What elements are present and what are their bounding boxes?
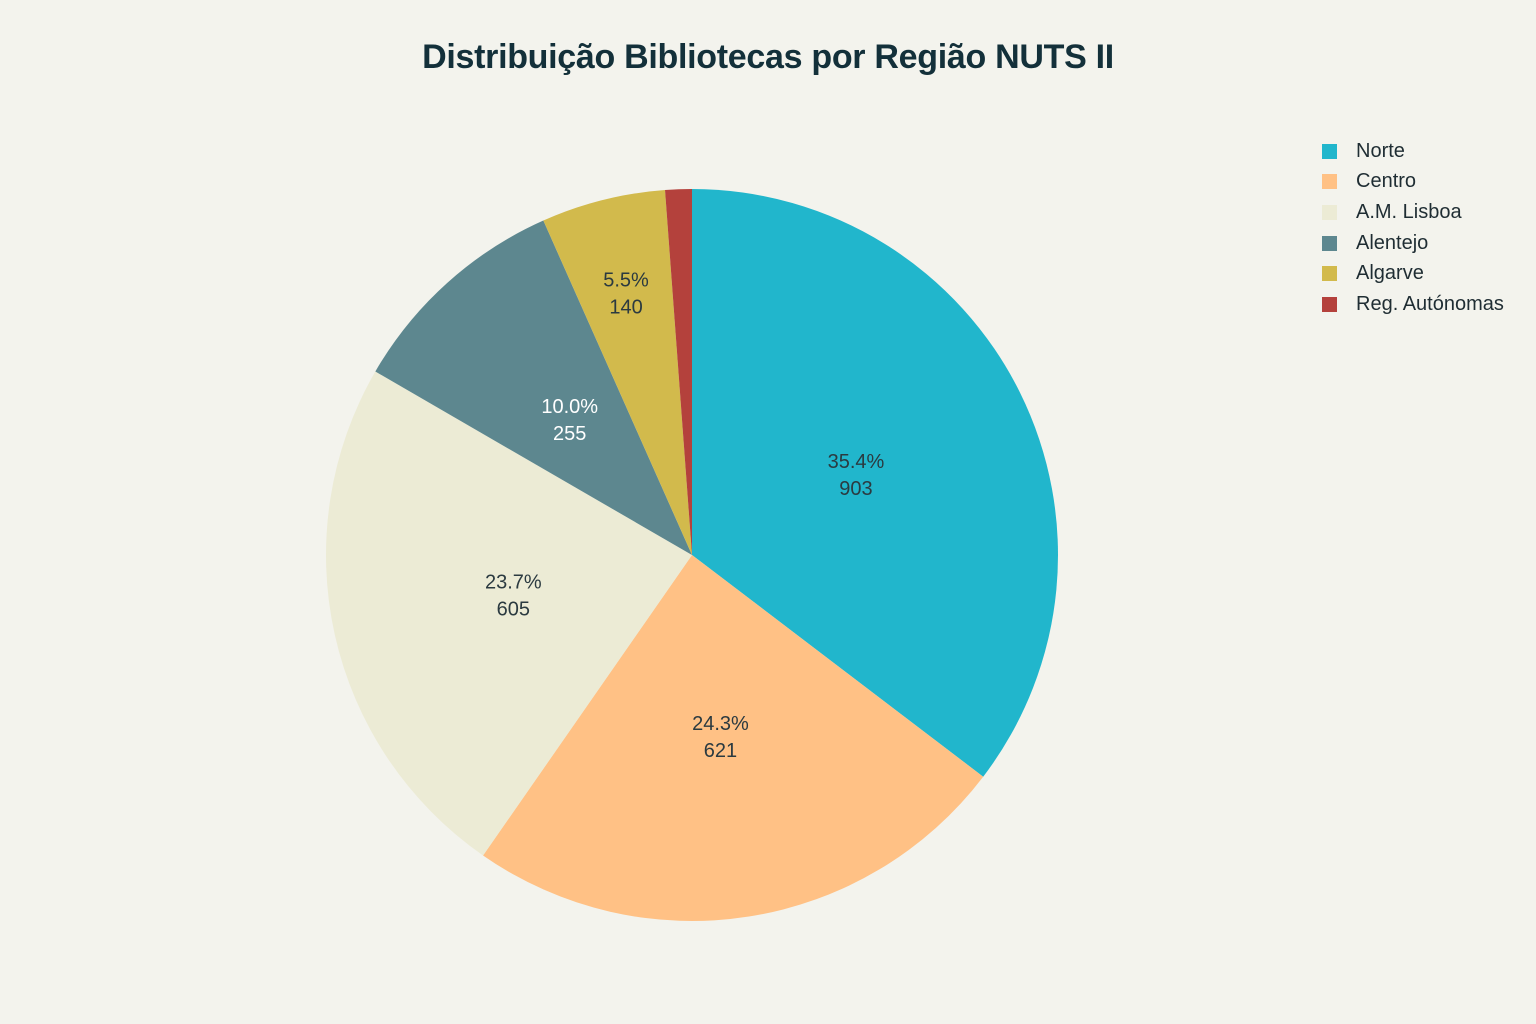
slice-value-label: 140 bbox=[609, 296, 642, 318]
slice-percent-label: 10.0% bbox=[541, 396, 598, 418]
legend-item-norte[interactable]: Norte bbox=[1322, 136, 1504, 167]
pie-slice-a-m-lisboa[interactable] bbox=[325, 371, 692, 856]
pie-slice-algarve[interactable] bbox=[543, 189, 692, 556]
legend-swatch bbox=[1322, 296, 1337, 312]
legend-label: Alentejo bbox=[1356, 231, 1429, 254]
legend-item-am-lisboa[interactable]: A.M. Lisboa bbox=[1322, 197, 1504, 228]
legend-label: Centro bbox=[1356, 170, 1417, 193]
slice-value-label: 255 bbox=[553, 423, 586, 445]
legend-swatch bbox=[1322, 174, 1337, 190]
legend-label: Reg. Autónomas bbox=[1356, 292, 1504, 315]
legend-item-centro[interactable]: Centro bbox=[1322, 167, 1504, 198]
legend-swatch bbox=[1322, 266, 1337, 282]
pie-slice-alentejo[interactable] bbox=[375, 220, 692, 555]
slice-value-label: 621 bbox=[704, 740, 737, 762]
slice-percent-label: 5.5% bbox=[603, 269, 649, 291]
legend: Norte Centro A.M. Lisboa Alentejo Algarv… bbox=[1322, 136, 1504, 320]
slice-percent-label: 24.3% bbox=[692, 713, 749, 735]
legend-item-reg-autonomas[interactable]: Reg. Autónomas bbox=[1322, 289, 1504, 320]
legend-label: Norte bbox=[1356, 139, 1405, 162]
legend-swatch bbox=[1322, 143, 1337, 159]
legend-item-algarve[interactable]: Algarve bbox=[1322, 258, 1504, 289]
legend-label: A.M. Lisboa bbox=[1356, 200, 1462, 223]
legend-item-alentejo[interactable]: Alentejo bbox=[1322, 228, 1504, 259]
slice-value-label: 903 bbox=[839, 478, 872, 500]
legend-swatch bbox=[1322, 204, 1337, 220]
legend-swatch bbox=[1322, 235, 1337, 251]
pie-slice-reg-aut-nomas[interactable] bbox=[665, 189, 692, 555]
pie-slice-norte[interactable] bbox=[692, 189, 1058, 777]
chart-title: Distribuição Bibliotecas por Região NUTS… bbox=[422, 38, 1114, 76]
legend-label: Algarve bbox=[1356, 262, 1424, 285]
slice-value-label: 605 bbox=[497, 599, 530, 621]
slice-percent-label: 23.7% bbox=[485, 572, 542, 594]
pie-slice-centro[interactable] bbox=[483, 555, 984, 922]
slice-percent-label: 35.4% bbox=[828, 451, 885, 473]
